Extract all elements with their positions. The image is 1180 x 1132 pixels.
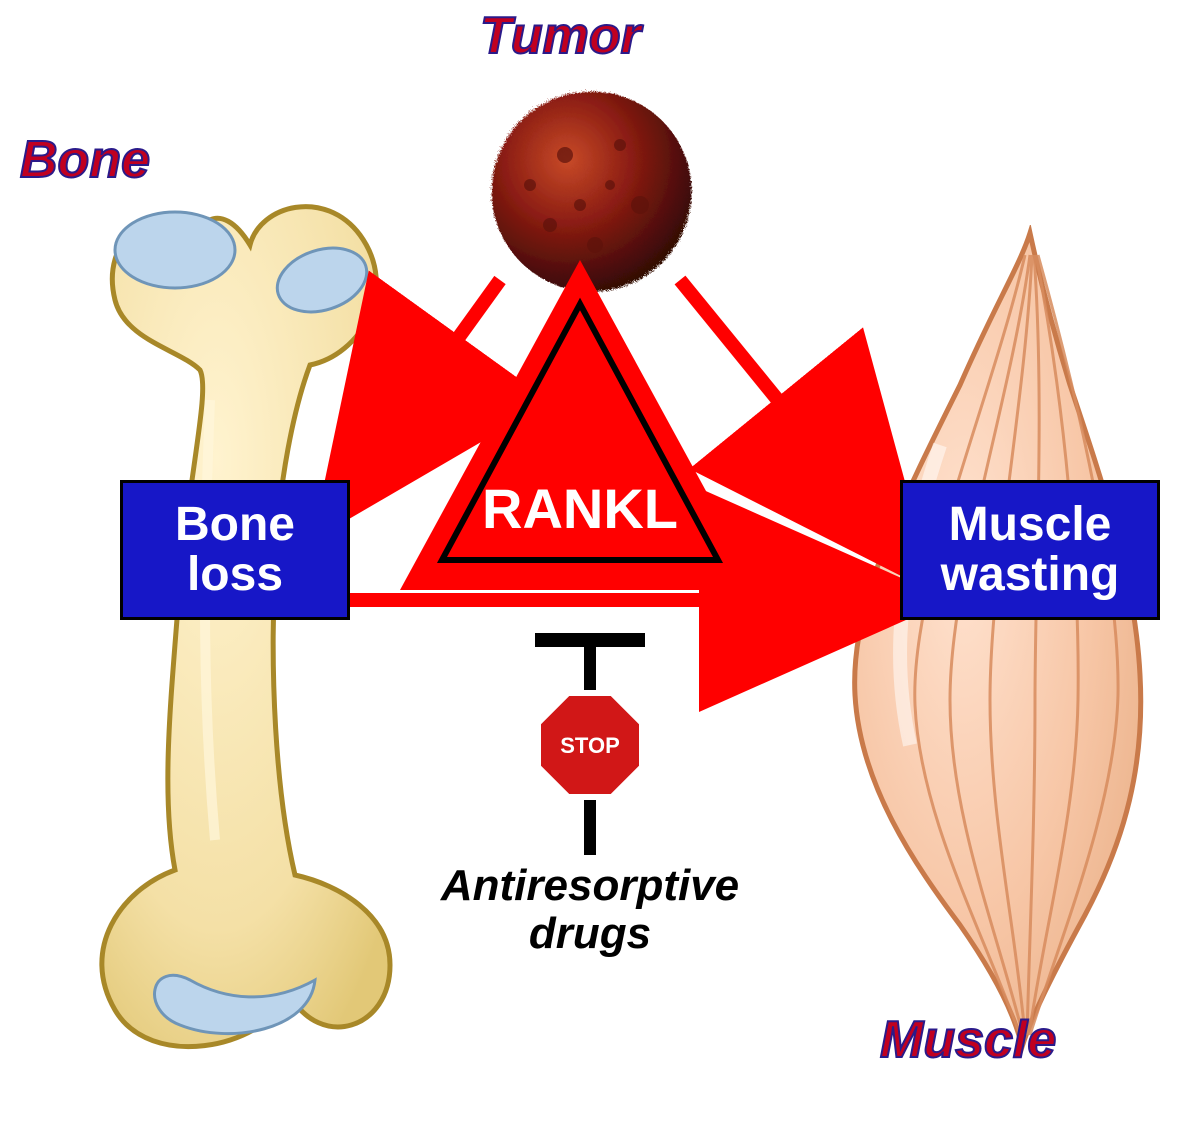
inhibition-layer: STOP xyxy=(0,0,1180,1132)
antiresorptive-label: Antiresorptive drugs xyxy=(410,862,770,959)
svg-text:STOP: STOP xyxy=(560,733,620,758)
muscle-label: Muscle xyxy=(880,1010,1056,1070)
stop-icon: STOP xyxy=(538,693,642,797)
diagram-canvas: RANKL Bone loss Muscle wasting STOP Anti… xyxy=(0,0,1180,1132)
bone-label: Bone xyxy=(20,130,150,190)
tumor-label: Tumor xyxy=(480,6,641,66)
